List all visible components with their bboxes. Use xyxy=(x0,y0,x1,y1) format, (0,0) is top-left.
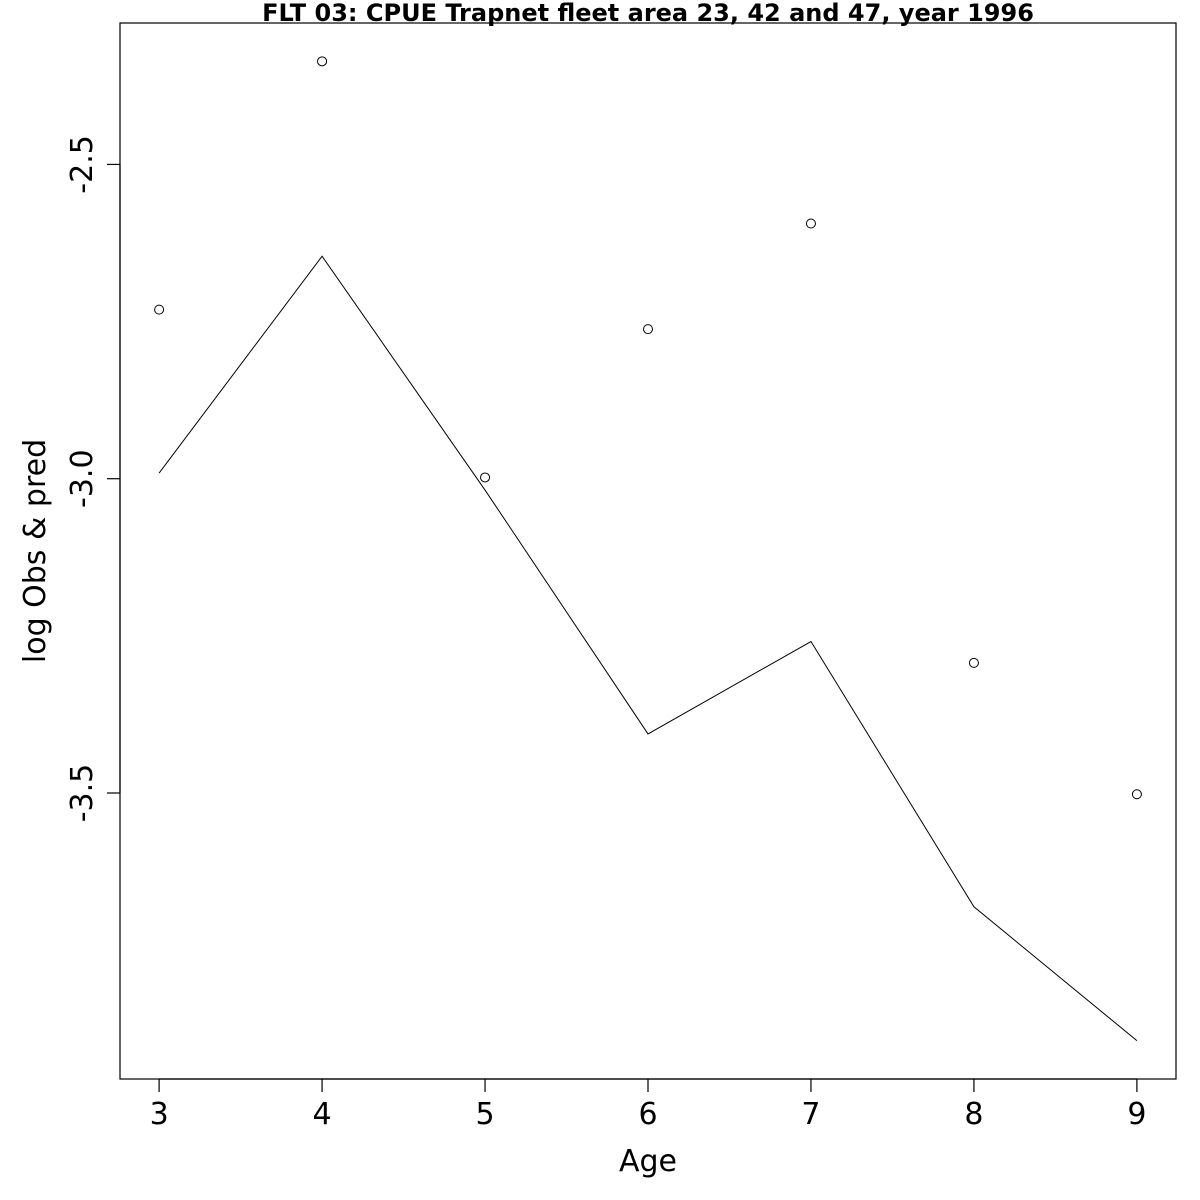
observed-point xyxy=(1131,789,1142,800)
y-axis-label: log Obs & pred xyxy=(18,439,53,663)
plot-frame xyxy=(119,22,1177,1080)
x-tick-label: 3 xyxy=(150,1097,169,1132)
observed-point xyxy=(480,472,491,483)
observed-point xyxy=(154,304,165,315)
x-axis: 3 4 5 6 7 8 9 xyxy=(150,1078,1146,1132)
x-tick-label: 9 xyxy=(1127,1097,1146,1132)
x-tick-label: 7 xyxy=(801,1097,820,1132)
x-tick-label: 4 xyxy=(313,1097,332,1132)
x-tick-label: 6 xyxy=(638,1097,657,1132)
y-axis: -2.5 -3.0 -3.5 xyxy=(65,135,121,823)
observed-point xyxy=(317,56,328,67)
observed-point xyxy=(643,324,653,335)
observed-point xyxy=(805,218,816,229)
x-tick-label: 5 xyxy=(475,1097,494,1132)
x-tick-label: 8 xyxy=(964,1097,983,1132)
y-tick-label: -3.0 xyxy=(65,449,100,508)
x-axis-label: Age xyxy=(619,1144,677,1179)
y-tick-label: -2.5 xyxy=(65,135,100,194)
predicted-line xyxy=(158,255,1138,1042)
series-layer xyxy=(154,56,1142,1042)
y-tick-label: -3.5 xyxy=(65,764,100,823)
observed-point xyxy=(968,657,979,668)
